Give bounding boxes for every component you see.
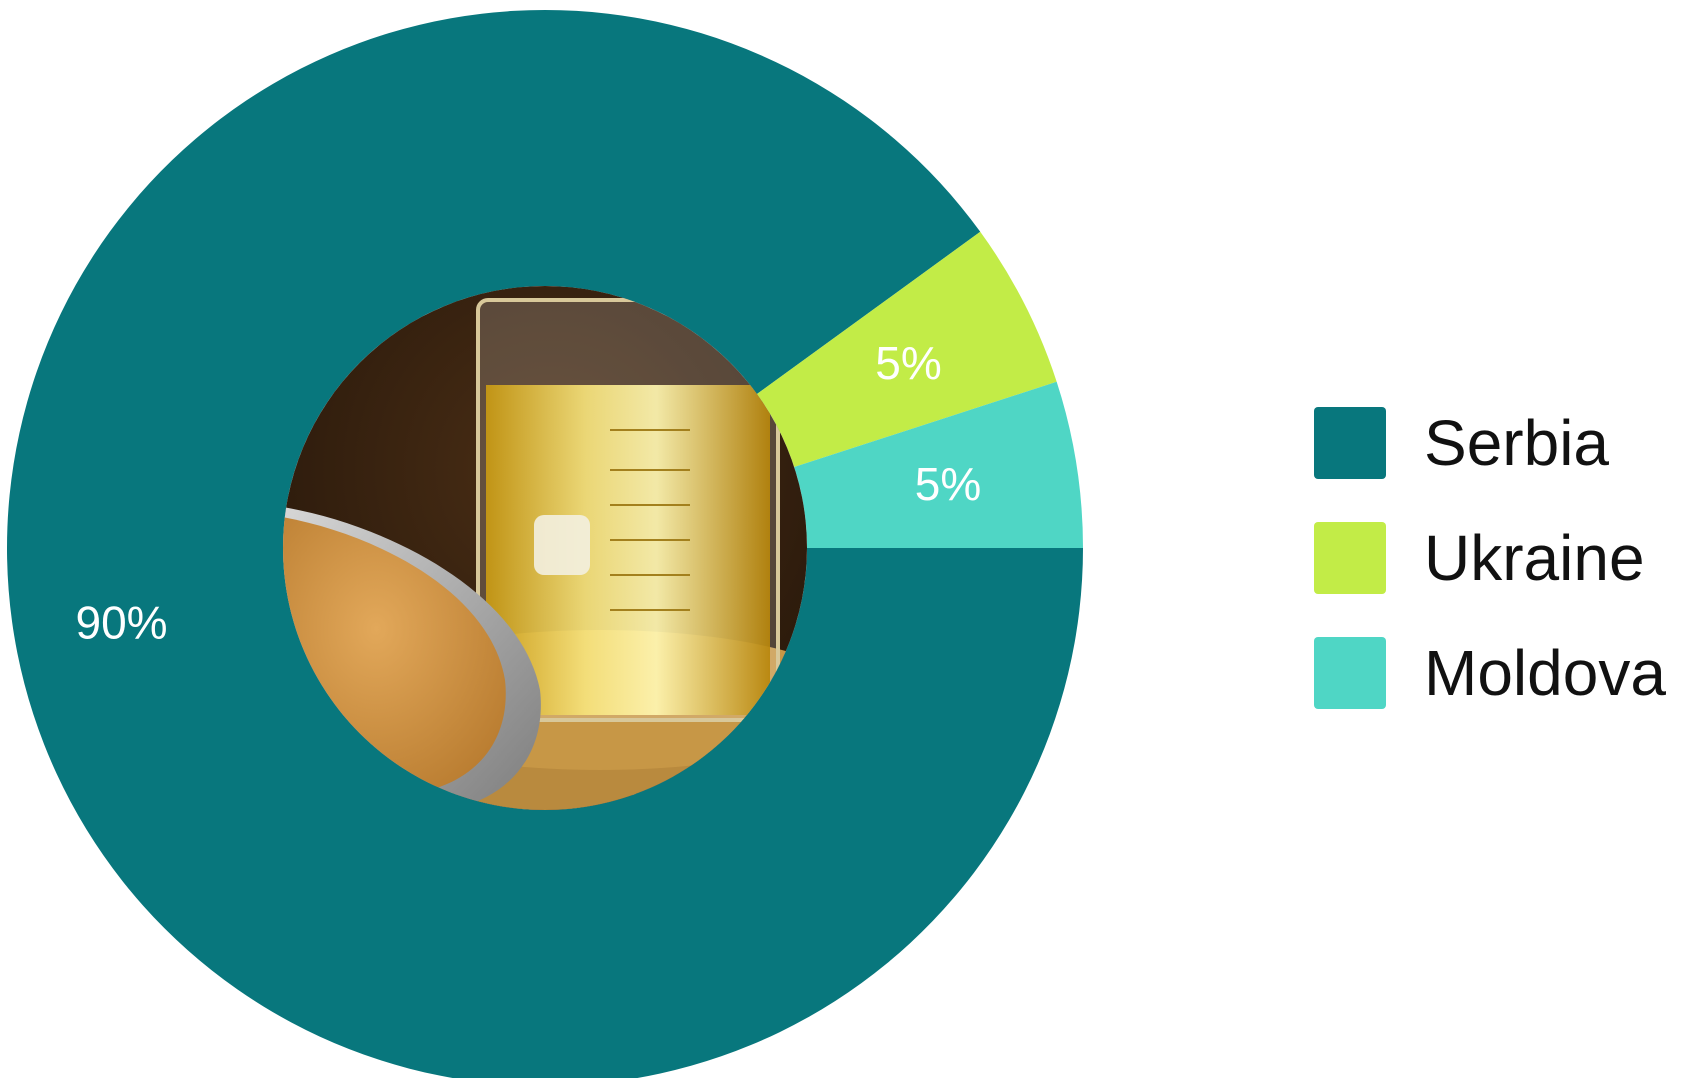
- legend-item-serbia: Serbia: [1314, 385, 1666, 500]
- legend-item-moldova: Moldova: [1314, 615, 1666, 730]
- slice-moldova: [794, 381, 1083, 548]
- slice-serbia: [7, 10, 1083, 1083]
- slice-ukraine: [756, 231, 1057, 468]
- legend-item-ukraine: Ukraine: [1314, 500, 1666, 615]
- slice-label-serbia: 90%: [75, 597, 167, 649]
- center-photo-soy-oil: [283, 286, 807, 810]
- legend-label-moldova: Moldova: [1424, 636, 1666, 709]
- slice-label-ukraine: 5%: [875, 337, 941, 389]
- legend-swatch-moldova: [1314, 636, 1386, 709]
- slice-labels: 90% 5% 5%: [75, 337, 981, 649]
- legend-swatch-ukraine: [1314, 521, 1386, 594]
- legend-swatch-serbia: [1314, 406, 1386, 479]
- legend-label-ukraine: Ukraine: [1424, 521, 1645, 594]
- legend-label-serbia: Serbia: [1424, 406, 1609, 479]
- legend: Serbia Ukraine Moldova: [1314, 385, 1666, 730]
- slice-label-moldova: 5%: [915, 458, 981, 510]
- donut-slices: [7, 10, 1083, 1083]
